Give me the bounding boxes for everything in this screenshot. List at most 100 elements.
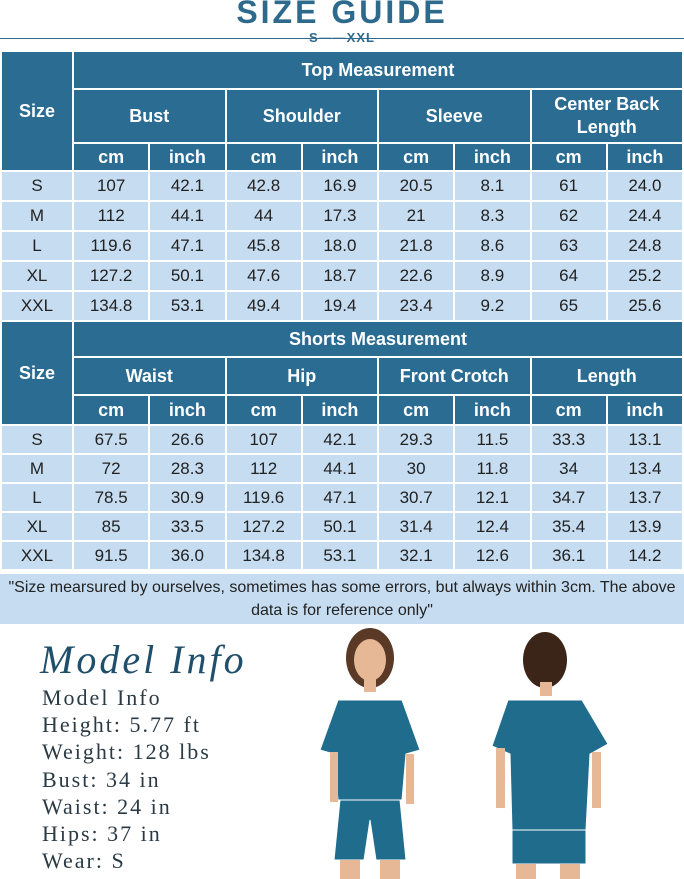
model-back [491,632,609,879]
data-row: M 72 28.3 112 44.1 30 11.8 34 13.4 [2,455,682,482]
cell: 42.1 [302,426,377,453]
cell: 34.7 [531,484,606,511]
model-line: Waist: 24 in [42,793,172,819]
unit-header: inch [150,396,225,424]
cell: 36.0 [150,542,225,569]
cell: 14.2 [607,542,682,569]
cell: 119.6 [74,232,149,260]
model-line: Hips: 37 in [42,821,162,847]
size-label: Size [2,322,72,424]
title: SIZE GUIDE [236,0,448,30]
top-table: Size Top Measurement Bust Shoulder Sleeve Cen… [0,50,684,322]
cell: 9.2 [455,292,530,320]
size-cell: S [2,426,72,453]
cell: 24.4 [607,202,682,230]
cell: 134.8 [74,292,149,320]
group-header: Length [531,358,682,394]
group-header: Hip [226,358,377,394]
cell: 112 [74,202,149,230]
cell: 50.1 [302,513,377,540]
unit-header: inch [455,396,530,424]
cell: 85 [74,513,149,540]
unit-header: inch [302,144,377,170]
cell: 11.8 [455,455,530,482]
cell: 22.6 [379,262,454,290]
unit-header: inch [607,396,682,424]
unit-header: cm [74,396,149,424]
cell: 42.1 [150,172,225,200]
shorts-table: Size Shorts Measurement Waist Hip Front Crot… [0,320,684,571]
data-row: S 107 42.1 42.8 16.9 20.5 8.1 61 24.0 [2,172,682,200]
unit-header: cm [379,144,454,170]
cell: 44 [226,202,301,230]
cell: 12.4 [455,513,530,540]
cell: 21.8 [379,232,454,260]
cell: 24.0 [607,172,682,200]
cell: 134.8 [226,542,301,569]
data-row: XXL 91.5 36.0 134.8 53.1 32.1 12.6 36.1 14.2 [2,542,682,569]
cell: 31.4 [379,513,454,540]
cell: 119.6 [226,484,301,511]
model-front [319,628,421,879]
cell: 30 [379,455,454,482]
cell: 62 [531,202,606,230]
cell: 13.4 [607,455,682,482]
cell: 30.7 [379,484,454,511]
cell: 78.5 [74,484,149,511]
size-cell: M [2,202,72,230]
data-row: M 112 44.1 44 17.3 21 8.3 62 24.4 [2,202,682,230]
group-header: Front Crotch [379,358,530,394]
note: "Size mearsured by ourselves, sometimes … [0,574,684,624]
cell: 18.0 [302,232,377,260]
cell: 19.4 [302,292,377,320]
data-row: L 78.5 30.9 119.6 47.1 30.7 12.1 34.7 13.7 [2,484,682,511]
model-line: Weight: 128 lbs [42,739,211,765]
data-row: XL 85 33.5 127.2 50.1 31.4 12.4 35.4 13.9 [2,513,682,540]
size-cell: L [2,484,72,511]
size-cell: XXL [2,292,72,320]
cell: 107 [74,172,149,200]
group-header: Waist [74,358,225,394]
cell: 53.1 [302,542,377,569]
cell: 12.1 [455,484,530,511]
cell: 44.1 [302,455,377,482]
cell: 13.7 [607,484,682,511]
table-title: Top Measurement [74,52,682,88]
cell: 61 [531,172,606,200]
cell: 20.5 [379,172,454,200]
size-cell: M [2,455,72,482]
cell: 47.6 [226,262,301,290]
group-header: Sleeve [379,90,530,142]
cell: 33.5 [150,513,225,540]
table-title: Shorts Measurement [74,322,682,356]
cell: 35.4 [531,513,606,540]
model-line: Model Info [42,685,162,710]
group-header: Bust [74,90,225,142]
cell: 72 [74,455,149,482]
cell: 49.4 [226,292,301,320]
unit-header: cm [531,396,606,424]
cell: 32.1 [379,542,454,569]
cell: 8.3 [455,202,530,230]
model-heading: Model Info [40,637,247,682]
cell: 33.3 [531,426,606,453]
unit-row: cm inch cm inch cm inch cm inch [2,396,682,424]
unit-header: inch [607,144,682,170]
cell: 50.1 [150,262,225,290]
cell: 44.1 [150,202,225,230]
cell: 13.9 [607,513,682,540]
data-row: L 119.6 47.1 45.8 18.0 21.8 8.6 63 24.8 [2,232,682,260]
unit-header: cm [379,396,454,424]
cell: 112 [226,455,301,482]
unit-header: cm [226,144,301,170]
cell: 18.7 [302,262,377,290]
model-line: Wear: S [42,848,126,874]
model-line: Bust: 34 in [42,766,161,792]
size-cell: XXL [2,542,72,569]
unit-row: cm inch cm inch cm inch cm inch [2,144,682,170]
size-cell: S [2,172,72,200]
cell: 8.9 [455,262,530,290]
cell: 11.5 [455,426,530,453]
cell: 64 [531,262,606,290]
